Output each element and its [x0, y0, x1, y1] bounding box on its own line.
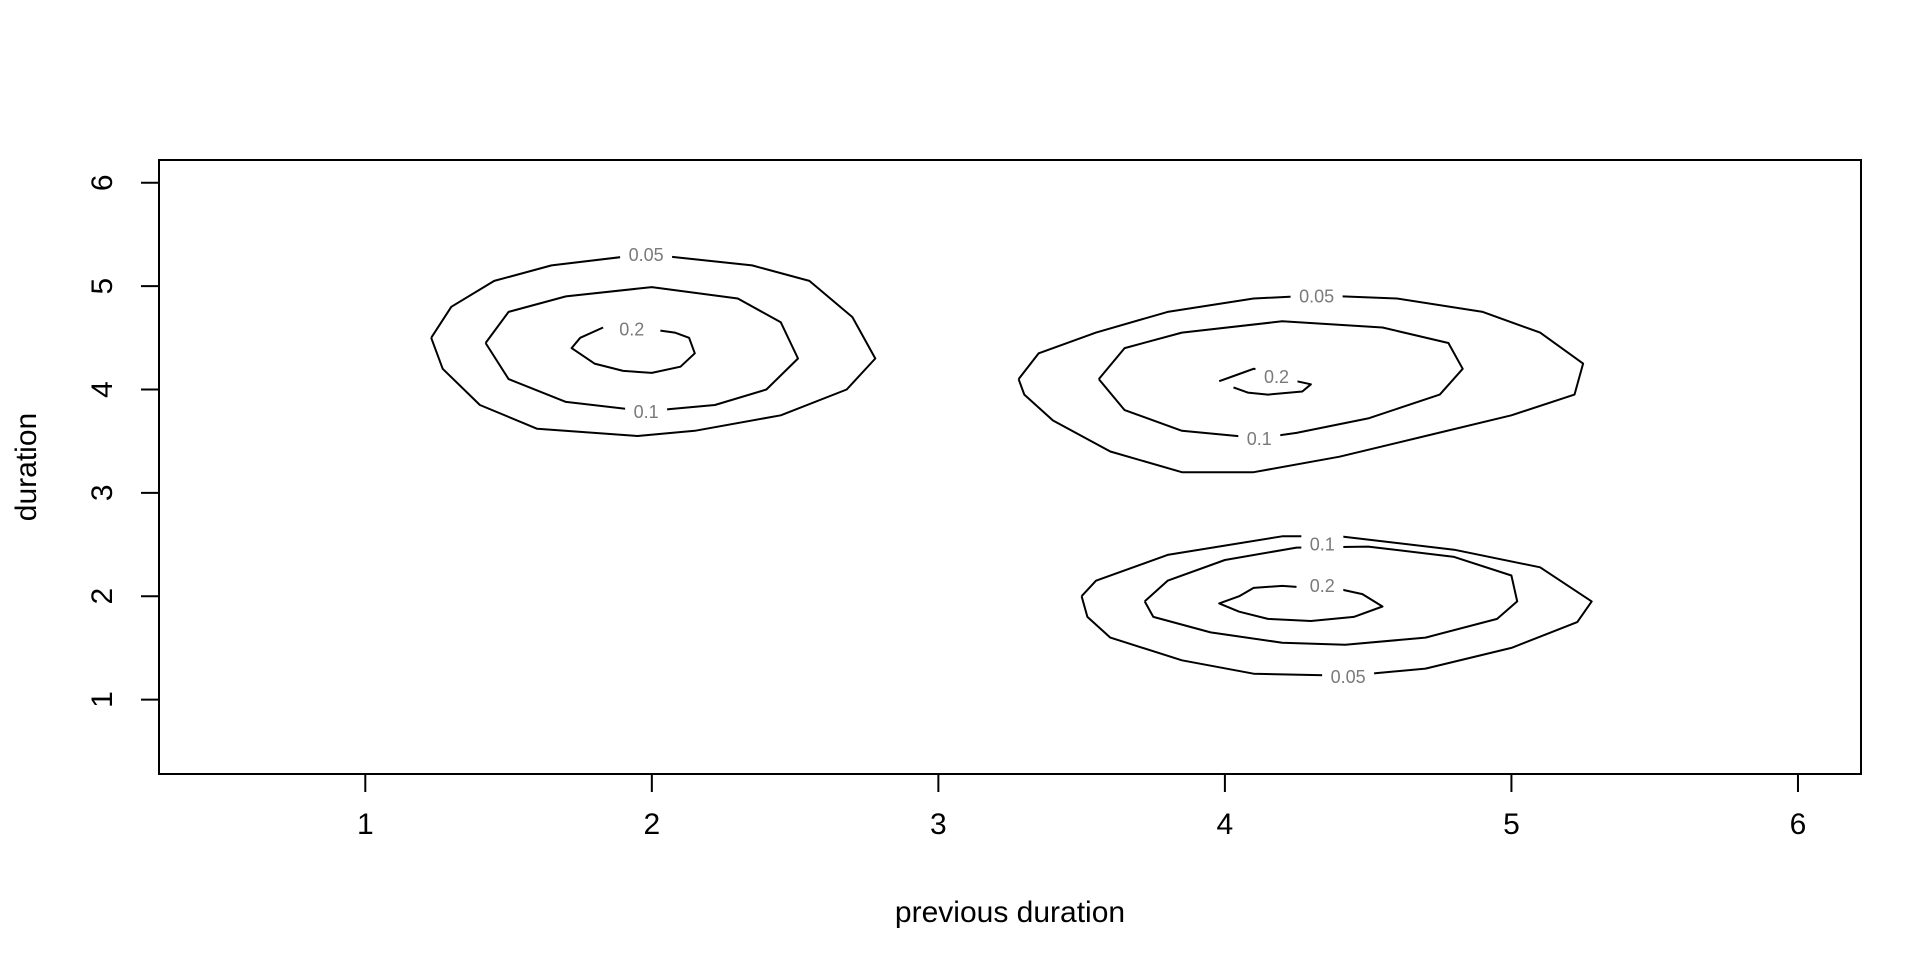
y-tick-label: 4 — [86, 381, 119, 398]
contour-level-label: 0.1 — [1310, 535, 1335, 555]
contour-line-0.05 — [1080, 535, 1593, 677]
contour-line-0.1 — [484, 286, 799, 413]
contour-level-label: 0.1 — [634, 402, 659, 422]
contour-level-label: 0.1 — [1247, 429, 1272, 449]
contour-line-0.2 — [1218, 584, 1384, 622]
contour-line-0.1 — [1143, 545, 1519, 646]
x-tick-label: 1 — [357, 808, 374, 841]
contour-line-0.2 — [1218, 367, 1312, 396]
contour-label-gap — [1301, 532, 1344, 557]
x-tick-label: 2 — [643, 808, 660, 841]
contour-label-gap — [1255, 365, 1298, 390]
contour-line-0.1 — [1098, 320, 1464, 440]
y-axis-title: duration — [10, 413, 43, 521]
contour-line-0.2 — [570, 326, 696, 374]
contour-level-label: 0.2 — [1310, 576, 1335, 596]
y-tick-label: 6 — [86, 174, 119, 191]
contour-level-label: 0.05 — [1331, 667, 1366, 687]
contour-level-label: 0.05 — [1299, 286, 1334, 306]
x-axis: 1 2 3 4 5 6 — [357, 774, 1806, 841]
x-tick-label: 6 — [1790, 808, 1807, 841]
x-tick-label: 4 — [1217, 808, 1234, 841]
y-tick-label: 3 — [86, 484, 119, 501]
contour-label-gap — [1322, 664, 1375, 689]
x-tick-label: 5 — [1503, 808, 1520, 841]
contour-line-0.05 — [1017, 294, 1585, 474]
contour-label-gap — [625, 400, 668, 425]
contour-level-label: 0.2 — [1264, 367, 1289, 387]
contour-level-labels: 0.05 0.1 0.2 0.05 0.1 0.2 0.05 0.1 0.2 — [610, 243, 1375, 689]
contour-lines — [430, 253, 1593, 677]
contour-label-gap — [620, 243, 673, 268]
contour-label-gap — [1290, 284, 1343, 309]
y-axis: 1 2 3 4 5 6 — [86, 174, 159, 708]
contour-level-label: 0.2 — [619, 320, 644, 340]
contour-label-gap — [610, 317, 653, 342]
y-tick-label: 5 — [86, 278, 119, 295]
contour-line-0.05 — [430, 253, 877, 437]
x-axis-title: previous duration — [895, 896, 1125, 929]
contour-label-gap — [1238, 427, 1281, 452]
contour-label-gap — [1301, 573, 1344, 598]
x-tick-label: 3 — [930, 808, 947, 841]
y-tick-label: 2 — [86, 588, 119, 605]
contour-level-label: 0.05 — [629, 245, 664, 265]
y-tick-label: 1 — [86, 691, 119, 708]
plot-frame — [158, 159, 1862, 775]
